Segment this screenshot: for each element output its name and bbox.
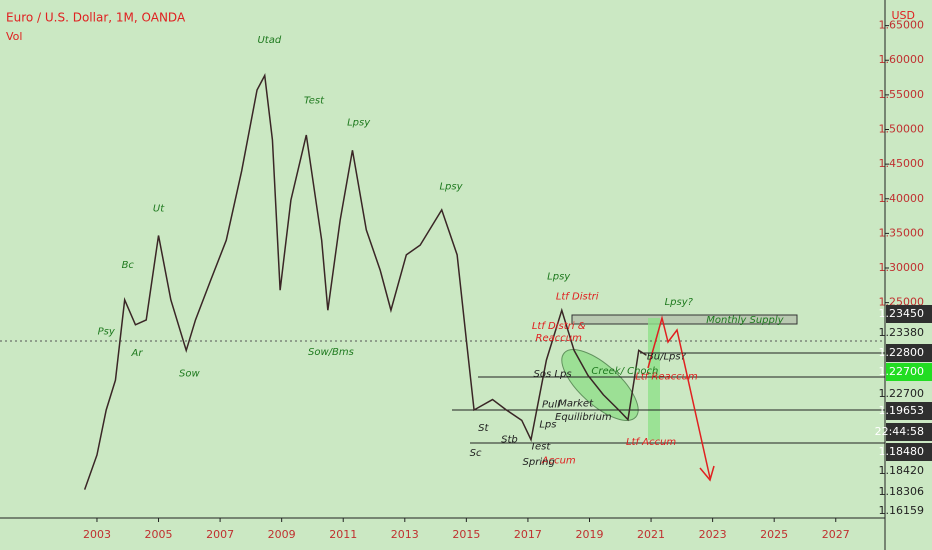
price-tag: 1.23450 [879, 307, 925, 320]
y-tick-label: 1.55000 [879, 88, 925, 101]
annotation: Test [530, 442, 551, 453]
annotation: Ut [153, 203, 165, 214]
annotation: Pull [542, 399, 560, 410]
annotation: Sow/Bms [308, 347, 354, 358]
annotation: Spring [523, 457, 555, 468]
price-tag-bg [886, 363, 932, 381]
price-tag: 1.22700 [879, 387, 925, 400]
plot [83, 73, 647, 490]
annotation: Stb [501, 435, 518, 446]
annotation: Utad [257, 35, 281, 46]
price-tag: 1.18420 [879, 464, 925, 477]
price-tag: 1.16159 [879, 504, 925, 517]
annotation: Sow [179, 368, 200, 379]
forecast-arrow [647, 315, 711, 479]
annotation: Lpsy [347, 118, 371, 129]
price-tag: 1.18306 [879, 485, 925, 498]
annotation: Lpsy [439, 181, 463, 192]
price-tag: 1.22700 [879, 365, 925, 378]
annotation: Sos Lps [534, 369, 572, 380]
price-tag-bg [886, 305, 932, 323]
price-tag: 1.18480 [879, 445, 925, 458]
annotation: Monthly Supply [706, 315, 784, 326]
annotation: Test [304, 95, 325, 106]
price-tag-bg [886, 344, 932, 362]
annotation: Ltf Accum [626, 437, 676, 448]
price-tag: 1.23380 [879, 326, 925, 339]
price-tag: 1.19653 [879, 404, 925, 417]
x-tick-label: 2023 [699, 528, 727, 541]
x-tick-label: 2027 [822, 528, 850, 541]
x-tick-label: 2019 [575, 528, 603, 541]
x-tick-label: 2025 [760, 528, 788, 541]
axis-unit: USD [891, 9, 915, 22]
volume-label: Vol [6, 30, 22, 43]
y-tick-label: 1.65000 [879, 19, 925, 32]
annotation: Sc [470, 448, 482, 459]
x-tick-label: 2003 [83, 528, 111, 541]
y-tick-label: 1.50000 [879, 123, 925, 136]
annotation: Ltf Distri [556, 291, 599, 302]
annotation: Ltf Reaccum [635, 372, 698, 383]
y-tick-label: 1.60000 [879, 53, 925, 66]
x-tick-label: 2007 [206, 528, 234, 541]
annotation: Lps [539, 420, 556, 431]
annotation: Ltf Distri & [532, 321, 586, 332]
x-tick-label: 2017 [514, 528, 542, 541]
annotation: Equilibrium [555, 412, 612, 423]
annotation: St [478, 423, 489, 434]
annotation: Accum [541, 456, 576, 467]
y-tick-label: 1.45000 [879, 157, 925, 170]
x-tick-label: 2009 [268, 528, 296, 541]
annotation: Creek/ Choch [591, 366, 658, 377]
y-tick-label: 1.35000 [879, 226, 925, 239]
x-tick-label: 2011 [329, 528, 357, 541]
annotation: Bc [122, 260, 135, 271]
annotation: Reaccum [536, 333, 583, 344]
supply-zone [571, 314, 798, 325]
price-line-series [83, 73, 647, 490]
y-tick-label: 1.40000 [879, 192, 925, 205]
price-tag: 22:44:58 [875, 425, 924, 438]
accumulation-ellipse [561, 349, 639, 421]
price-tag-bg [886, 402, 932, 420]
price-tag: 1.22800 [879, 346, 925, 359]
annotation: Bu/Lps? [647, 352, 687, 363]
annotation: Lpsy? [665, 297, 694, 308]
x-tick-label: 2021 [637, 528, 665, 541]
price-tag-bg [886, 423, 932, 441]
x-tick-label: 2005 [145, 528, 173, 541]
x-tick-label: 2013 [391, 528, 419, 541]
annotation: Lpsy [547, 271, 571, 282]
chart-title: Euro / U.S. Dollar, 1M, OANDA [6, 11, 186, 25]
x-tick-label: 2015 [452, 528, 480, 541]
annotation: Ar [131, 348, 144, 359]
annotation: Market [558, 399, 594, 410]
y-tick-label: 1.30000 [879, 261, 925, 274]
arrow-head [699, 465, 715, 482]
price-tag-bg [886, 443, 932, 461]
annotation: Psy [98, 327, 116, 338]
